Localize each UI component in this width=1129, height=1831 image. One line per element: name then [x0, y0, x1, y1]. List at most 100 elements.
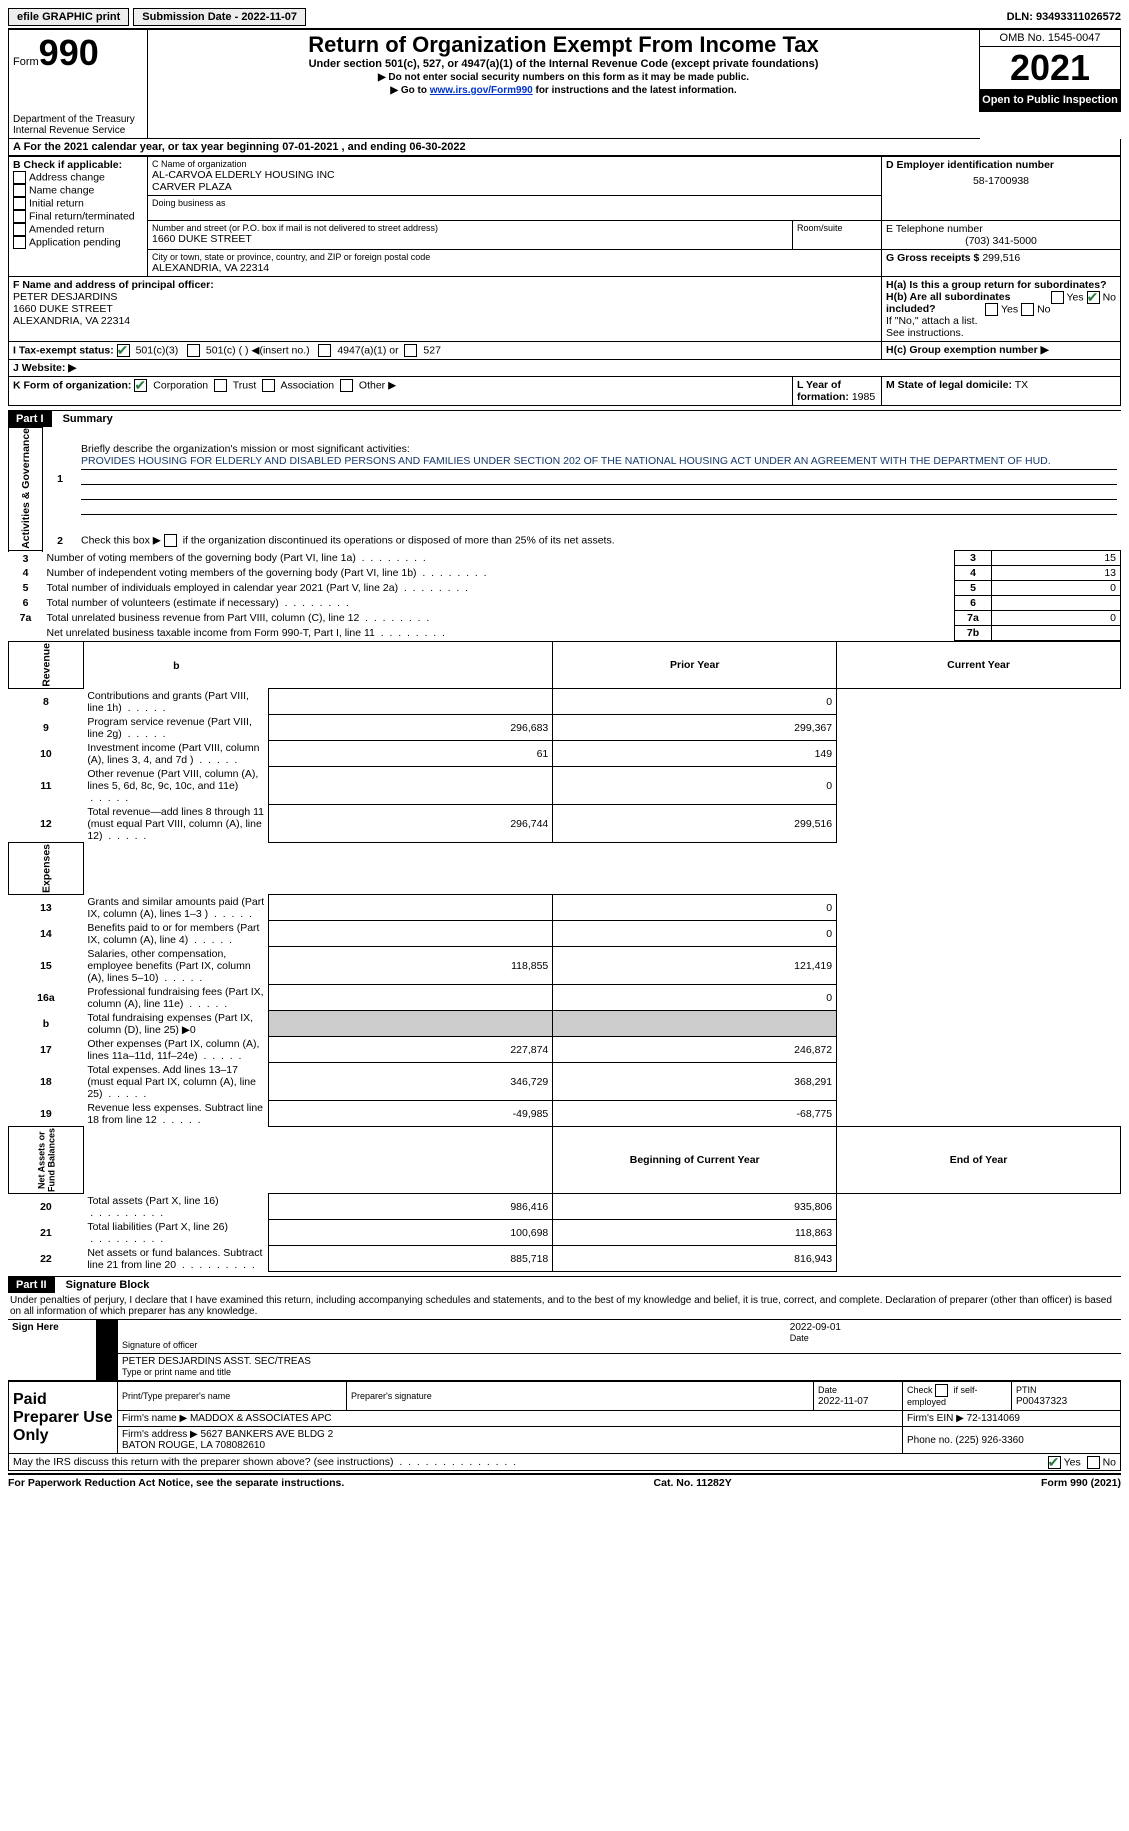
chk-initial-return[interactable]: Initial return: [13, 197, 143, 210]
expense-row: 18 Total expenses. Add lines 13–17 (must…: [9, 1063, 1121, 1101]
summary-row: 6 Total number of volunteers (estimate i…: [9, 596, 1121, 611]
expense-row: 13 Grants and similar amounts paid (Part…: [9, 895, 1121, 921]
gross-receipts: 299,516: [982, 252, 1020, 264]
summary-table: Activities & Governance 1 Briefly descri…: [8, 427, 1121, 642]
form-label: Form: [13, 56, 39, 68]
chk-501c3[interactable]: [117, 344, 130, 357]
part-2-header: Part II: [8, 1277, 55, 1293]
chk-trust[interactable]: [214, 379, 227, 392]
chk-final-return[interactable]: Final return/terminated: [13, 210, 143, 223]
part-2-title: Signature Block: [58, 1279, 150, 1291]
section-hc: H(c) Group exemption number ▶: [882, 341, 1121, 359]
street-address: 1660 DUKE STREET: [152, 233, 788, 245]
sign-here-block: Sign Here Signature of officer 2022-09-0…: [8, 1320, 1121, 1381]
expense-row: 19 Revenue less expenses. Subtract line …: [9, 1101, 1121, 1127]
section-b-label: B Check if applicable:: [13, 159, 143, 171]
revenue-row: 9 Program service revenue (Part VIII, li…: [9, 715, 1121, 741]
dept-treasury: Department of the Treasury Internal Reve…: [9, 112, 148, 139]
addr-label: Number and street (or P.O. box if mail i…: [152, 223, 788, 233]
main-title: Return of Organization Exempt From Incom…: [152, 32, 975, 58]
chk-527[interactable]: [404, 344, 417, 357]
chk-corporation[interactable]: [134, 379, 147, 392]
sign-here-label: Sign Here: [8, 1320, 96, 1381]
chk-application-pending[interactable]: Application pending: [13, 236, 143, 249]
summary-row: 5 Total number of individuals employed i…: [9, 581, 1121, 596]
firm-name: MADDOX & ASSOCIATES APC: [190, 1413, 332, 1424]
vlabel-net: Net Assets or Fund Balances: [9, 1127, 84, 1194]
section-f-label: F Name and address of principal officer:: [13, 279, 214, 291]
tax-year: 2021: [980, 47, 1120, 90]
net-assets-row: 20 Total assets (Part X, line 16) . . . …: [9, 1194, 1121, 1220]
section-k-label: K Form of organization:: [13, 379, 131, 391]
section-h-note: If "No," attach a list. See instructions…: [886, 315, 1116, 339]
state-domicile: TX: [1015, 379, 1028, 391]
info-block: B Check if applicable: Address change Na…: [8, 156, 1121, 406]
section-l-label: L Year of formation:: [797, 379, 849, 403]
firm-phone: (225) 926-3360: [955, 1435, 1023, 1446]
section-ha: H(a) Is this a group return for subordin…: [886, 279, 1116, 291]
section-m-label: M State of legal domicile:: [886, 379, 1012, 391]
part-1-header: Part I: [8, 411, 52, 427]
prep-date: 2022-11-07: [818, 1396, 868, 1407]
revenue-expense-table: Revenue b Prior Year Current Year 8 Cont…: [8, 641, 1121, 1272]
expense-row: 16a Professional fundraising fees (Part …: [9, 985, 1121, 1011]
submission-date: Submission Date - 2022-11-07: [133, 8, 306, 26]
principal-officer: PETER DESJARDINS 1660 DUKE STREET ALEXAN…: [13, 291, 877, 327]
chk-discuss-yes[interactable]: [1048, 1456, 1061, 1469]
open-to-public: Open to Public Inspection: [980, 90, 1120, 111]
chk-address-change[interactable]: Address change: [13, 171, 143, 184]
sig-officer-label: Signature of officer: [122, 1340, 197, 1350]
irs-link[interactable]: www.irs.gov/Form990: [430, 85, 533, 96]
chk-name-change[interactable]: Name change: [13, 184, 143, 197]
section-c-label: C Name of organization: [152, 159, 877, 169]
chk-amended-return[interactable]: Amended return: [13, 223, 143, 236]
summary-row: 4 Number of independent voting members o…: [9, 566, 1121, 581]
summary-row: Net unrelated business taxable income fr…: [9, 626, 1121, 641]
revenue-row: 8 Contributions and grants (Part VIII, l…: [9, 689, 1121, 715]
expense-row: 17 Other expenses (Part IX, column (A), …: [9, 1037, 1121, 1063]
vlabel-revenue: Revenue: [9, 642, 84, 689]
chk-discuss-no[interactable]: [1087, 1456, 1100, 1469]
arrow-line-2: Go to www.irs.gov/Form990 for instructio…: [152, 85, 975, 96]
summary-row: 3 Number of voting members of the govern…: [9, 551, 1121, 566]
room-label: Room/suite: [797, 223, 877, 233]
col-prior-year: Prior Year: [553, 642, 837, 689]
col-boy: Beginning of Current Year: [553, 1127, 837, 1194]
revenue-row: 11 Other revenue (Part VIII, column (A),…: [9, 767, 1121, 805]
net-assets-row: 22 Net assets or fund balances. Subtract…: [9, 1246, 1121, 1272]
chk-other[interactable]: [340, 379, 353, 392]
omb-number: OMB No. 1545-0047: [980, 30, 1120, 47]
form-number: 990: [39, 32, 99, 73]
mission-text: PROVIDES HOUSING FOR ELDERLY AND DISABLE…: [81, 455, 1117, 470]
chk-4947[interactable]: [318, 344, 331, 357]
top-bar: efile GRAPHIC print Submission Date - 20…: [8, 8, 1121, 26]
form-header: Form990 Return of Organization Exempt Fr…: [8, 28, 1121, 139]
section-e-label: E Telephone number: [886, 223, 1116, 235]
dln: DLN: 93493311026572: [1007, 11, 1121, 23]
sig-date: 2022-09-01: [790, 1322, 1117, 1333]
city-label: City or town, state or province, country…: [152, 252, 877, 262]
penalty-text: Under penalties of perjury, I declare th…: [8, 1293, 1121, 1320]
vlabel-activities: Activities & Governance: [9, 427, 43, 551]
footer: For Paperwork Reduction Act Notice, see …: [8, 1473, 1121, 1489]
footer-mid: Cat. No. 11282Y: [654, 1477, 732, 1489]
subtitle: Under section 501(c), 527, or 4947(a)(1)…: [152, 58, 975, 70]
col-eoy: End of Year: [837, 1127, 1121, 1194]
chk-association[interactable]: [262, 379, 275, 392]
paid-preparer-block: Paid Preparer Use Only Print/Type prepar…: [8, 1381, 1121, 1454]
part-1-header-row: Part I Summary: [8, 410, 1121, 427]
sign-arrow-icon: [96, 1320, 118, 1381]
section-i-label: I Tax-exempt status:: [13, 344, 114, 356]
expense-row: 15 Salaries, other compensation, employe…: [9, 947, 1121, 985]
summary-row: 7a Total unrelated business revenue from…: [9, 611, 1121, 626]
footer-left: For Paperwork Reduction Act Notice, see …: [8, 1477, 344, 1489]
expense-row: b Total fundraising expenses (Part IX, c…: [9, 1011, 1121, 1037]
chk-501c[interactable]: [187, 344, 200, 357]
line1-label: Briefly describe the organization's miss…: [81, 443, 410, 455]
discuss-row: May the IRS discuss this return with the…: [8, 1454, 1121, 1471]
efile-button[interactable]: efile GRAPHIC print: [8, 8, 129, 26]
section-g-label: G Gross receipts $: [886, 252, 979, 264]
arrow-line-1: Do not enter social security numbers on …: [152, 72, 975, 83]
year-formation: 1985: [852, 391, 875, 403]
part-2-header-row: Part II Signature Block: [8, 1276, 1121, 1293]
